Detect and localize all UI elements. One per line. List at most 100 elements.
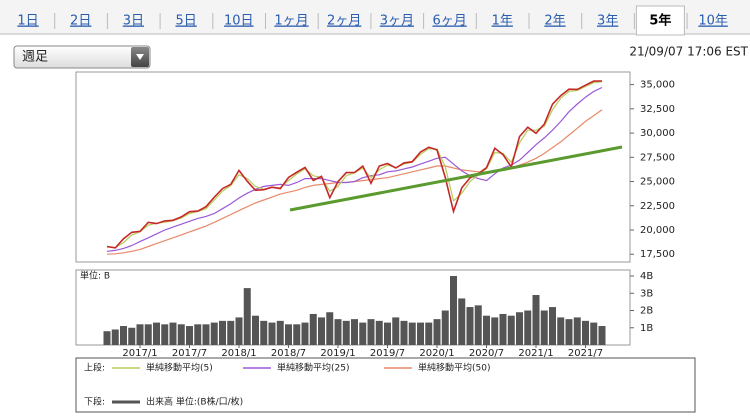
volume-bar bbox=[557, 317, 565, 345]
volume-bar bbox=[417, 322, 424, 345]
legend-lower: 下段: bbox=[84, 396, 105, 408]
volume-bar bbox=[491, 317, 499, 345]
tab[interactable]: 1ヶ月 bbox=[274, 14, 308, 29]
tab[interactable]: 10日 bbox=[224, 14, 254, 29]
tab[interactable]: 2年 bbox=[544, 14, 565, 29]
tab[interactable]: 1日 bbox=[17, 14, 38, 29]
plot: 17,500 20,000 22,500 25,000 27,500 30,000 32,5… bbox=[103, 80, 675, 408]
dropdown-box[interactable] bbox=[13, 45, 151, 69]
legend-box bbox=[75, 357, 696, 413]
volume-unit: 単位: B bbox=[80, 270, 110, 282]
volume-bar bbox=[532, 295, 540, 345]
x-tick-label: 2019/1 bbox=[320, 348, 355, 359]
volume-bar bbox=[483, 315, 490, 345]
volume-bar bbox=[392, 317, 400, 345]
price-line bbox=[106, 80, 603, 249]
volume-bar bbox=[243, 288, 251, 345]
tab[interactable]: 2ヶ月 bbox=[327, 14, 361, 29]
volume-bar bbox=[285, 324, 292, 345]
y-tick-label: 17,500 bbox=[640, 249, 675, 260]
volume-bar bbox=[194, 324, 202, 345]
volume-bar bbox=[359, 322, 367, 345]
volume-bar bbox=[120, 326, 127, 345]
volume-bar bbox=[334, 319, 342, 345]
y-tick-label: 3B bbox=[640, 288, 653, 299]
volume-bar bbox=[169, 322, 177, 345]
volume-bar bbox=[128, 327, 136, 345]
tab[interactable]: 2日 bbox=[70, 14, 91, 29]
volume-bar bbox=[400, 320, 408, 345]
volume-bar bbox=[144, 324, 152, 345]
x-tick-label: 2020/7 bbox=[469, 348, 504, 359]
tab[interactable]: 3年 bbox=[597, 14, 618, 29]
volume-bar bbox=[318, 317, 325, 345]
y-tick-label: 2B bbox=[640, 306, 653, 317]
y-tick-label: 1B bbox=[640, 323, 653, 334]
legend-upper: 上段: bbox=[84, 362, 105, 374]
volume-bar bbox=[202, 324, 210, 345]
volume-bar bbox=[268, 322, 276, 345]
tab[interactable]: 5年 bbox=[649, 13, 671, 29]
price-frame bbox=[75, 71, 631, 263]
volume-bar bbox=[252, 315, 259, 345]
volume-bar bbox=[516, 312, 523, 345]
volume-bar bbox=[549, 307, 556, 345]
x-tick-label: 2018/7 bbox=[271, 348, 306, 359]
volume-bar bbox=[582, 320, 589, 345]
y-tick-label: 30,000 bbox=[640, 128, 675, 139]
x-tick-label: 2017/1 bbox=[122, 348, 157, 359]
volume-bar bbox=[136, 324, 144, 345]
volume-bar bbox=[499, 313, 507, 345]
volume-bar bbox=[111, 329, 119, 345]
tab-selected-bg bbox=[635, 5, 685, 36]
volume-bar bbox=[474, 305, 482, 345]
tabs: 1日 2日 3日 5日 10日 1ヶ月 2ヶ月 3ヶ月 6ヶ月 1年 2年 3年 5年 10年 bbox=[17, 5, 728, 36]
x-tick-label: 2019/7 bbox=[370, 348, 405, 359]
dropdown-arrow bbox=[136, 54, 144, 60]
volume-bar bbox=[466, 307, 474, 345]
tab[interactable]: 1年 bbox=[492, 14, 513, 29]
volume-bar bbox=[598, 326, 606, 345]
volume-bar bbox=[235, 317, 243, 345]
y-tick-label: 4B bbox=[640, 271, 653, 282]
y-tick-label: 35,000 bbox=[640, 80, 675, 91]
volume-bar bbox=[450, 276, 457, 345]
volume-bar bbox=[177, 324, 185, 345]
volume-bar bbox=[441, 310, 449, 345]
y-tick-label: 27,500 bbox=[640, 152, 675, 163]
y-tick-label: 32,500 bbox=[640, 104, 675, 115]
volume-bar bbox=[367, 319, 375, 345]
volume-bar bbox=[458, 298, 466, 345]
volume-bar bbox=[573, 317, 581, 345]
dropdown-text: 週足 bbox=[22, 50, 48, 65]
trend-line bbox=[289, 145, 623, 212]
tab[interactable]: 3ヶ月 bbox=[380, 14, 414, 29]
tab[interactable]: 3日 bbox=[123, 14, 144, 29]
volume-bar bbox=[590, 322, 598, 345]
volume-bar bbox=[524, 310, 532, 345]
volume-bar bbox=[425, 322, 433, 345]
moving-average bbox=[106, 86, 603, 252]
timestamp: 21/09/07 17:06 EST bbox=[629, 45, 748, 59]
volume-bar bbox=[351, 319, 358, 345]
volume-bar bbox=[103, 331, 111, 345]
volume-bar bbox=[153, 322, 160, 345]
volume-bar bbox=[227, 320, 235, 345]
x-tick-label: 2017/7 bbox=[172, 348, 207, 359]
volume-bar bbox=[565, 319, 573, 345]
y-tick-label: 25,000 bbox=[640, 177, 675, 188]
volume-bar bbox=[375, 320, 383, 345]
tab[interactable]: 5日 bbox=[175, 14, 196, 29]
dropdown[interactable]: 週足 bbox=[13, 45, 151, 69]
legend-label: 単純移動平均(25) bbox=[277, 362, 349, 374]
tab-bar bbox=[0, 0, 750, 34]
volume-bar bbox=[384, 322, 391, 345]
legend-label: 出来高 単位:(B株/口/枚) bbox=[146, 396, 243, 408]
volume-bar bbox=[186, 326, 193, 345]
volume-bar bbox=[210, 322, 218, 345]
volume-bar bbox=[433, 319, 441, 345]
tab[interactable]: 6ヶ月 bbox=[432, 14, 466, 29]
volume-bar bbox=[342, 320, 350, 345]
tab[interactable]: 10年 bbox=[698, 14, 728, 29]
volume-bar bbox=[326, 312, 334, 345]
